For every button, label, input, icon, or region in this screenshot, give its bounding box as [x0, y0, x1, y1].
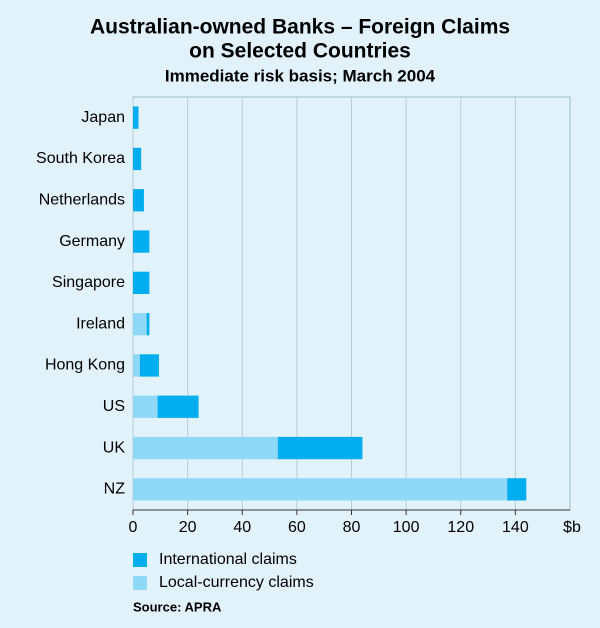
chart-title: on Selected Countries — [189, 40, 411, 63]
chart-title: Australian-owned Banks – Foreign Claims — [90, 16, 510, 39]
y-tick-label: NZ — [104, 481, 126, 498]
bar — [133, 354, 140, 377]
bar — [133, 106, 139, 129]
y-tick-label: Germany — [59, 233, 125, 250]
x-tick-label: 140 — [502, 519, 529, 536]
bar — [133, 395, 158, 418]
bar — [146, 312, 150, 336]
bar — [157, 395, 199, 418]
legend-swatch — [133, 576, 147, 590]
bar — [133, 230, 150, 253]
legend-label: Local-currency claims — [159, 574, 314, 591]
y-tick-label: Japan — [81, 109, 125, 126]
legend-swatch — [133, 553, 147, 567]
x-unit: $b — [563, 519, 581, 536]
bar — [133, 312, 147, 336]
y-tick-label: Hong Kong — [45, 357, 125, 374]
y-tick-label: South Korea — [36, 150, 125, 167]
x-tick-label: 40 — [233, 519, 251, 536]
bar — [133, 271, 150, 295]
bar — [277, 436, 363, 460]
y-tick-label: Netherlands — [39, 191, 125, 208]
x-tick-label: 100 — [393, 519, 420, 536]
legend-label: International claims — [159, 551, 297, 568]
x-tick-label: 0 — [129, 519, 138, 536]
y-tick-label: Singapore — [52, 274, 125, 291]
y-tick-label: UK — [103, 439, 126, 456]
x-tick-label: 120 — [447, 519, 474, 536]
y-tick-label: Ireland — [76, 315, 125, 332]
x-tick-label: 60 — [288, 519, 306, 536]
bar — [139, 354, 159, 377]
chart-subtitle: Immediate risk basis; March 2004 — [165, 66, 436, 85]
source: Source: APRA — [133, 599, 222, 614]
bar — [507, 478, 527, 501]
bar — [133, 189, 144, 212]
x-tick-label: 20 — [179, 519, 197, 536]
bar — [133, 478, 508, 501]
x-tick-label: 80 — [343, 519, 361, 536]
bar — [133, 436, 278, 460]
y-tick-label: US — [103, 398, 125, 415]
bar — [133, 147, 142, 171]
